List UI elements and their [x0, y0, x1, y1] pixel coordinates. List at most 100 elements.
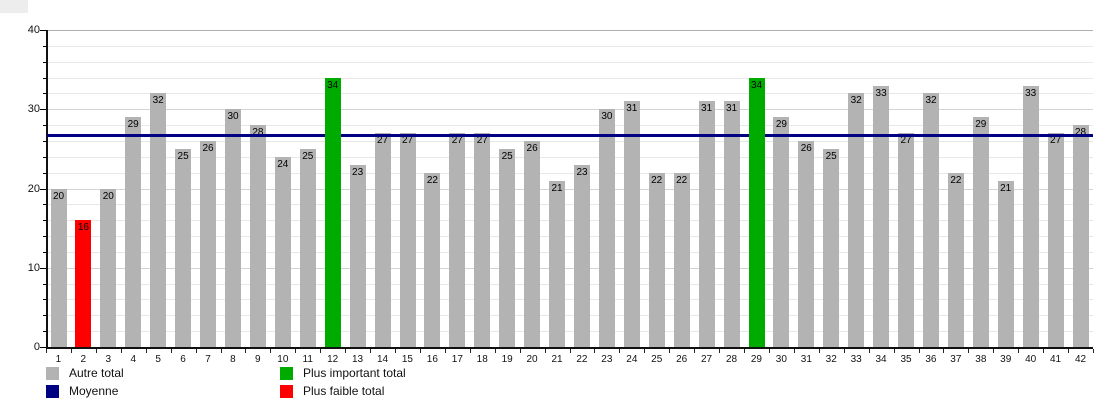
bar-value-label: 31 — [725, 103, 738, 115]
bar-value-label: 28 — [1074, 127, 1087, 139]
bar-value-label: 30 — [601, 111, 613, 123]
gridline — [47, 93, 1093, 95]
gridline — [47, 45, 1093, 47]
gridline — [47, 315, 1093, 317]
x-axis-label: 22 — [576, 354, 588, 365]
x-tick — [444, 349, 446, 353]
bar-value-label: 22 — [676, 174, 688, 186]
x-axis-label: 42 — [1074, 354, 1087, 365]
gridline — [47, 188, 1093, 190]
gridline — [47, 30, 1093, 31]
bar-value-label: 29 — [975, 119, 987, 131]
x-axis-label: 34 — [875, 354, 887, 365]
bar: 34 — [748, 77, 765, 347]
x-tick — [395, 349, 396, 353]
y-tick — [40, 109, 46, 111]
x-axis-label: 14 — [376, 354, 389, 365]
bar-value-label: 27 — [451, 135, 463, 146]
gridline — [47, 267, 1093, 269]
bar: 32 — [848, 93, 865, 347]
x-axis-label: 6 — [180, 354, 186, 365]
bar: 25 — [823, 148, 840, 347]
gridline — [47, 299, 1093, 301]
legend-label-plus-faible-total: Plus faible total — [303, 384, 385, 398]
bar-value-label: 20 — [102, 190, 114, 202]
bar: 28 — [249, 125, 266, 347]
bar-value-label: 22 — [426, 174, 438, 186]
bar: 29 — [972, 117, 989, 347]
x-axis-label: 23 — [601, 354, 613, 365]
x-tick — [1093, 349, 1094, 353]
y-tick — [43, 283, 46, 285]
x-tick — [370, 349, 372, 353]
x-tick — [195, 349, 197, 353]
legend-item-moyenne: Moyenne — [46, 384, 118, 398]
gridline — [47, 251, 1093, 253]
y-tick — [43, 236, 46, 238]
bar-value-label: 25 — [825, 150, 837, 162]
y-tick — [43, 172, 46, 174]
x-tick — [669, 349, 671, 353]
x-tick — [270, 349, 272, 353]
bar: 33 — [873, 85, 890, 347]
bar: 28 — [1072, 125, 1089, 347]
y-tick — [43, 61, 46, 63]
bar: 30 — [225, 109, 241, 348]
bar-value-label: 21 — [551, 182, 563, 194]
x-axis-label: 18 — [476, 354, 488, 365]
bar: 26 — [524, 141, 541, 347]
x-tick — [46, 349, 47, 353]
x-tick — [1068, 349, 1070, 353]
x-axis-line — [46, 347, 1093, 349]
bar: 29 — [773, 117, 790, 347]
bar-value-label: 22 — [651, 174, 663, 186]
x-axis-label: 11 — [302, 354, 313, 365]
legend-label-plus-important-total: Plus important total — [303, 366, 406, 380]
x-tick — [719, 349, 721, 353]
bar-value-label: 27 — [376, 135, 389, 146]
x-tick — [469, 349, 471, 353]
x-axis-label: 15 — [401, 354, 413, 365]
bar-value-label: 31 — [701, 103, 713, 115]
bar: 32 — [150, 93, 167, 347]
y-tick — [40, 267, 46, 269]
bar: 21 — [997, 180, 1014, 347]
x-axis-label: 2 — [80, 354, 87, 365]
x-tick — [345, 349, 347, 353]
y-axis-label: 30 — [27, 103, 40, 116]
x-axis-label: 19 — [501, 354, 513, 365]
legend-item-plus-important-total: Plus important total — [280, 366, 406, 380]
x-tick — [893, 349, 895, 353]
bar-value-label: 30 — [227, 111, 239, 123]
bar: 27 — [399, 133, 416, 347]
x-tick — [818, 349, 820, 353]
bar-value-label: 25 — [177, 150, 189, 162]
x-tick — [519, 349, 521, 353]
bar-value-label: 21 — [1000, 182, 1012, 194]
gridline — [47, 61, 1093, 63]
gridline — [47, 236, 1093, 238]
x-axis-label: 25 — [651, 354, 663, 365]
bar-value-label: 26 — [202, 143, 214, 154]
x-axis-label: 36 — [925, 354, 937, 365]
x-tick — [744, 349, 745, 353]
bar: 26 — [200, 141, 216, 347]
x-tick — [569, 349, 571, 353]
gridline — [47, 77, 1093, 79]
x-axis-label: 21 — [551, 354, 563, 365]
bar: 33 — [1022, 85, 1039, 347]
x-axis-label: 24 — [626, 354, 638, 365]
bar-value-label: 23 — [576, 166, 588, 178]
bar: 27 — [374, 133, 391, 347]
bar-value-label: 29 — [775, 119, 787, 131]
x-tick — [95, 349, 97, 353]
y-tick — [43, 125, 46, 127]
x-axis-label: 12 — [327, 354, 339, 365]
y-axis-label: 0 — [33, 341, 40, 353]
bar: 34 — [324, 77, 341, 347]
gridline — [47, 172, 1093, 174]
x-axis-label: 20 — [526, 354, 538, 365]
x-axis-label: 39 — [1000, 354, 1012, 365]
x-tick — [70, 349, 72, 353]
